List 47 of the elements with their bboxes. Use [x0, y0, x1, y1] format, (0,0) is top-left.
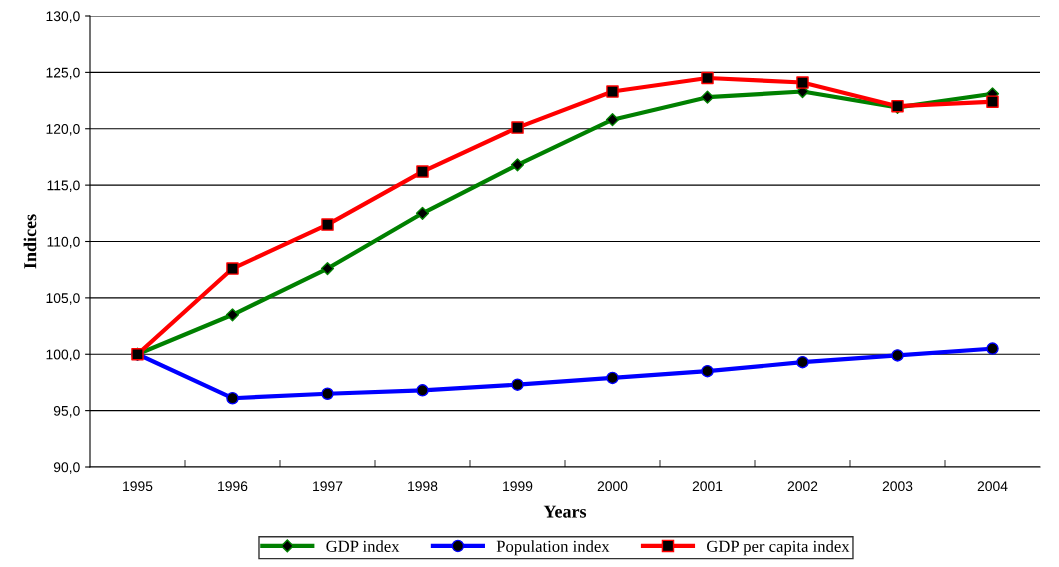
point — [415, 206, 430, 220]
x-tick-label: 1996 — [218, 481, 248, 492]
x-axis-title: Years — [543, 505, 587, 518]
y-axis-title: Indices — [23, 214, 37, 269]
legend-label: GDP index — [326, 540, 400, 552]
point — [986, 95, 999, 108]
point — [511, 121, 524, 134]
y-tick-label: 115,0 — [47, 180, 80, 192]
x-tick-label: 1998 — [408, 481, 438, 492]
legend-label: Population index — [496, 540, 610, 556]
point — [320, 261, 335, 276]
y-tick-label: 105,0 — [46, 293, 80, 305]
x-tick-label: 2002 — [787, 481, 818, 492]
point — [701, 71, 714, 85]
x-tick-label: 2003 — [882, 481, 913, 492]
y-tick-label: 125,0 — [46, 67, 80, 80]
y-tick-label: 100,0 — [46, 349, 80, 362]
point — [416, 384, 429, 397]
y-tick-label: 95,0 — [53, 405, 80, 418]
point — [701, 364, 714, 378]
x-tick-label: 1999 — [503, 481, 533, 492]
point — [321, 387, 334, 400]
x-tick-label: 2001 — [692, 481, 723, 492]
y-tick-label: 110,0 — [47, 236, 80, 249]
point — [416, 165, 429, 178]
point — [891, 349, 904, 362]
point — [321, 218, 334, 231]
point — [226, 391, 239, 405]
y-tick-label: 120,0 — [46, 124, 80, 136]
point — [606, 371, 619, 385]
point — [226, 262, 239, 275]
point — [510, 158, 525, 172]
point — [606, 85, 619, 98]
legend-label: GDP per capita index — [707, 540, 850, 556]
x-tick-label: 1997 — [313, 481, 343, 492]
point — [796, 76, 809, 89]
x-tick-label: 2000 — [597, 481, 628, 492]
y-tick-label: 90,0 — [53, 462, 80, 474]
point — [605, 113, 620, 127]
x-tick-label: 1995 — [123, 481, 153, 492]
point — [796, 355, 809, 369]
y-tick-label: 130,0 — [46, 11, 80, 23]
point — [986, 342, 999, 355]
point — [225, 308, 240, 322]
point — [700, 90, 715, 104]
point — [511, 378, 524, 391]
x-tick-label: 2004 — [977, 481, 1008, 492]
